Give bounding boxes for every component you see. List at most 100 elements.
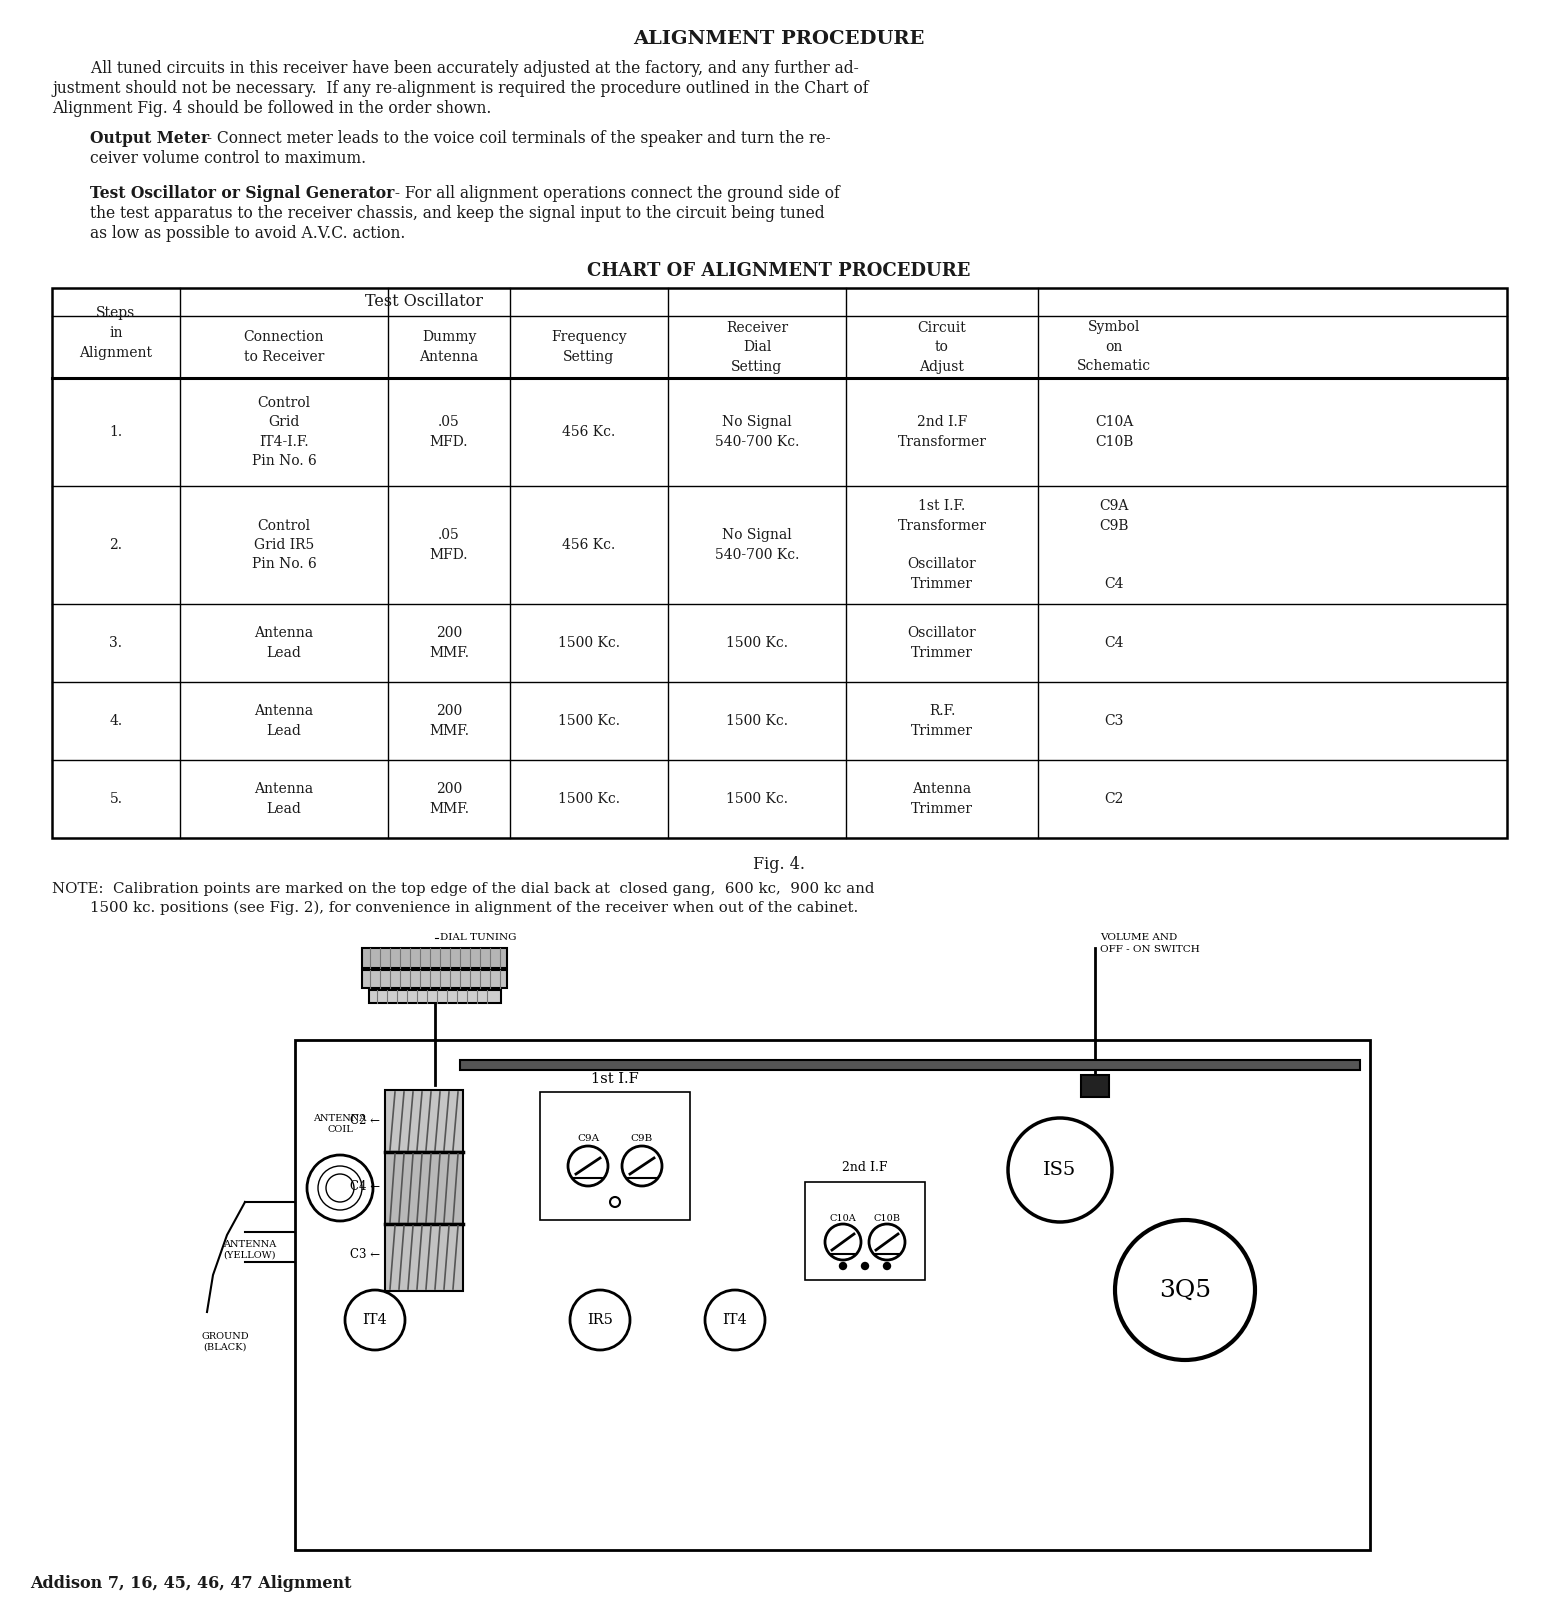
Text: Connection
to Receiver: Connection to Receiver	[243, 330, 324, 363]
Text: (BLACK): (BLACK)	[203, 1342, 246, 1352]
Text: IR5: IR5	[588, 1314, 613, 1326]
Circle shape	[862, 1262, 868, 1269]
Bar	[804, 1182, 924, 1280]
Text: 1st I.F.
Transformer

Oscillator
Trimmer: 1st I.F. Transformer Oscillator Trimmer	[898, 499, 987, 590]
Text: 1500 Kc.: 1500 Kc.	[726, 714, 787, 728]
Text: 2.: 2.	[109, 538, 123, 552]
Circle shape	[622, 1146, 663, 1186]
Bar	[460, 1059, 1359, 1070]
Text: C4: C4	[1104, 635, 1124, 650]
Text: 1.: 1.	[109, 426, 123, 438]
Text: C2: C2	[1104, 792, 1124, 806]
Text: ANTENNA: ANTENNA	[313, 1114, 366, 1123]
Text: Symbol
on
Schematic: Symbol on Schematic	[1077, 320, 1151, 373]
Text: Control
Grid IR5
Pin No. 6: Control Grid IR5 Pin No. 6	[251, 518, 316, 571]
Text: - For all alignment operations connect the ground side of: - For all alignment operations connect t…	[390, 186, 840, 202]
Text: IT4: IT4	[723, 1314, 747, 1326]
Bar	[295, 1040, 1370, 1550]
Text: Circuit
to
Adjust: Circuit to Adjust	[918, 320, 967, 373]
Text: 1500 Kc.: 1500 Kc.	[726, 635, 787, 650]
Text: Frequency
Setting: Frequency Setting	[552, 330, 627, 363]
Text: 1500 Kc.: 1500 Kc.	[726, 792, 787, 806]
Text: VOLUME AND: VOLUME AND	[1101, 933, 1177, 941]
Circle shape	[307, 1155, 373, 1221]
Text: Antenna
Lead: Antenna Lead	[254, 626, 313, 659]
Text: ANTENNA: ANTENNA	[223, 1240, 276, 1250]
Circle shape	[567, 1146, 608, 1186]
Text: Antenna
Trimmer: Antenna Trimmer	[910, 782, 973, 816]
Text: 456 Kc.: 456 Kc.	[563, 426, 616, 438]
Text: 4.: 4.	[109, 714, 123, 728]
Circle shape	[1009, 1118, 1112, 1222]
Text: Antenna
Lead: Antenna Lead	[254, 782, 313, 816]
Circle shape	[884, 1262, 890, 1269]
Text: NOTE:  Calibration points are marked on the top edge of the dial back at  closed: NOTE: Calibration points are marked on t…	[51, 882, 875, 896]
Text: C10A: C10A	[829, 1214, 856, 1222]
Circle shape	[825, 1224, 861, 1261]
Text: 3.: 3.	[109, 635, 123, 650]
Text: Steps
in
Alignment: Steps in Alignment	[80, 307, 153, 360]
Text: COIL: COIL	[327, 1125, 352, 1134]
Text: the test apparatus to the receiver chassis, and keep the signal input to the cir: the test apparatus to the receiver chass…	[90, 205, 825, 222]
Text: Test Oscillator or Signal Generator: Test Oscillator or Signal Generator	[90, 186, 394, 202]
Text: Fig. 4.: Fig. 4.	[753, 856, 804, 874]
Text: 1500 kc. positions (see Fig. 2), for convenience in alignment of the receiver wh: 1500 kc. positions (see Fig. 2), for con…	[51, 901, 859, 915]
Text: Antenna
Lead: Antenna Lead	[254, 704, 313, 738]
Text: C4 ←: C4 ←	[349, 1179, 380, 1192]
Text: Output Meter: Output Meter	[90, 130, 209, 147]
Bar	[539, 1091, 691, 1219]
Text: 200
MMF.: 200 MMF.	[429, 704, 469, 738]
Text: C9A
C9B


C4: C9A C9B C4	[1099, 499, 1129, 590]
Text: C3 ←: C3 ←	[349, 1248, 380, 1261]
Text: 2nd I.F: 2nd I.F	[842, 1162, 887, 1174]
Bar	[385, 1152, 463, 1224]
Text: Dummy
Antenna: Dummy Antenna	[419, 330, 479, 363]
Text: R.F.
Trimmer: R.F. Trimmer	[910, 704, 973, 738]
Text: ceiver volume control to maximum.: ceiver volume control to maximum.	[90, 150, 366, 166]
Text: GROUND: GROUND	[201, 1331, 249, 1341]
Text: CHART OF ALIGNMENT PROCEDURE: CHART OF ALIGNMENT PROCEDURE	[588, 262, 971, 280]
Text: 1500 Kc.: 1500 Kc.	[558, 635, 620, 650]
Text: C3: C3	[1104, 714, 1124, 728]
Text: Addison 7, 16, 45, 46, 47 Alignment: Addison 7, 16, 45, 46, 47 Alignment	[30, 1574, 351, 1592]
Text: 3Q5: 3Q5	[1158, 1278, 1211, 1301]
Text: .05
MFD.: .05 MFD.	[430, 416, 468, 448]
Text: C10A
C10B: C10A C10B	[1094, 416, 1133, 448]
Text: 2nd I.F
Transformer: 2nd I.F Transformer	[898, 416, 987, 448]
Text: justment should not be necessary.  If any re-alignment is required the procedure: justment should not be necessary. If any…	[51, 80, 868, 98]
Text: Test Oscillator: Test Oscillator	[365, 293, 483, 310]
Text: Control
Grid
IT4-I.F.
Pin No. 6: Control Grid IT4-I.F. Pin No. 6	[251, 395, 316, 469]
Text: 200
MMF.: 200 MMF.	[429, 626, 469, 659]
Circle shape	[345, 1290, 405, 1350]
Text: IT4: IT4	[363, 1314, 387, 1326]
Circle shape	[868, 1224, 906, 1261]
Text: 5.: 5.	[109, 792, 123, 806]
Text: .05
MFD.: .05 MFD.	[430, 528, 468, 562]
Text: C2 ←: C2 ←	[351, 1115, 380, 1128]
Bar	[363, 970, 508, 987]
Text: 200
MMF.: 200 MMF.	[429, 782, 469, 816]
Text: DIAL TUNING: DIAL TUNING	[440, 933, 516, 942]
Text: - Connect meter leads to the voice coil terminals of the speaker and turn the re: - Connect meter leads to the voice coil …	[203, 130, 831, 147]
Circle shape	[610, 1197, 620, 1206]
Text: ALIGNMENT PROCEDURE: ALIGNMENT PROCEDURE	[633, 30, 924, 48]
Bar	[363, 947, 508, 968]
Text: Alignment Fig. 4 should be followed in the order shown.: Alignment Fig. 4 should be followed in t…	[51, 99, 491, 117]
Text: Oscillator
Trimmer: Oscillator Trimmer	[907, 626, 976, 659]
Circle shape	[839, 1262, 847, 1269]
Bar	[385, 1090, 463, 1152]
Bar	[51, 288, 1508, 838]
Bar	[1080, 1075, 1108, 1098]
Bar	[385, 1224, 463, 1291]
Circle shape	[571, 1290, 630, 1350]
Text: 1500 Kc.: 1500 Kc.	[558, 714, 620, 728]
Text: OFF - ON SWITCH: OFF - ON SWITCH	[1101, 944, 1200, 954]
Text: as low as possible to avoid A.V.C. action.: as low as possible to avoid A.V.C. actio…	[90, 226, 405, 242]
Text: C9A: C9A	[577, 1134, 599, 1142]
Text: 1st I.F: 1st I.F	[591, 1072, 639, 1086]
Text: C9B: C9B	[631, 1134, 653, 1142]
Bar	[369, 990, 500, 1003]
Text: No Signal
540-700 Kc.: No Signal 540-700 Kc.	[716, 528, 800, 562]
Text: (YELLOW): (YELLOW)	[224, 1251, 276, 1261]
Text: 1500 Kc.: 1500 Kc.	[558, 792, 620, 806]
